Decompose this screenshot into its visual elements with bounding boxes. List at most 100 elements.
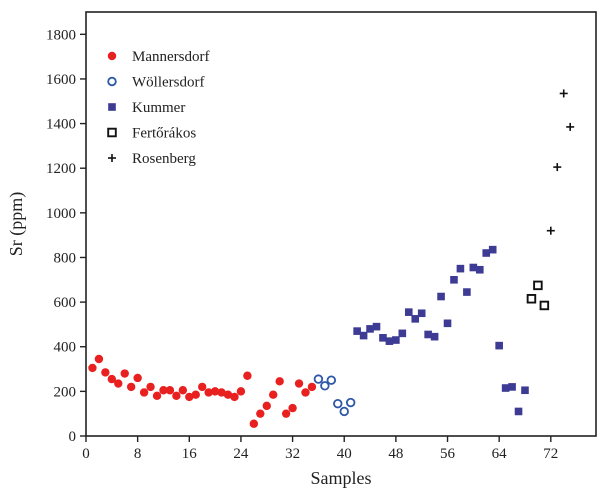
legend-marker bbox=[108, 154, 116, 162]
data-point-kummer bbox=[450, 275, 458, 284]
legend-label: Rosenberg bbox=[132, 151, 196, 167]
x-tick-label: 56 bbox=[440, 446, 456, 462]
data-point-mannersdorf bbox=[159, 386, 168, 395]
legend-label: Kummer bbox=[132, 100, 185, 116]
y-tick-label: 1200 bbox=[46, 161, 76, 177]
data-point-mannersdorf bbox=[256, 409, 265, 418]
data-point-w-llersdorf bbox=[326, 375, 337, 385]
data-point-rosenberg bbox=[559, 89, 568, 98]
data-point-mannersdorf bbox=[275, 377, 284, 386]
data-point-mannersdorf bbox=[120, 369, 129, 378]
data-point-mannersdorf bbox=[269, 390, 278, 399]
data-point-w-llersdorf bbox=[339, 406, 349, 417]
data-point-mannersdorf bbox=[139, 388, 149, 397]
data-point-kummer bbox=[385, 337, 394, 345]
data-point-mannersdorf bbox=[146, 382, 155, 392]
data-point-kummer bbox=[456, 264, 465, 273]
data-point-kummer bbox=[508, 383, 516, 391]
x-tick-label: 72 bbox=[543, 446, 558, 462]
x-tick-label: 24 bbox=[233, 446, 249, 462]
data-point-mannersdorf bbox=[133, 373, 142, 383]
data-point-w-llersdorf bbox=[333, 398, 343, 409]
data-point-mannersdorf bbox=[101, 368, 110, 377]
x-tick-label: 64 bbox=[492, 446, 508, 462]
data-point-mannersdorf bbox=[204, 388, 213, 397]
y-tick-label: 1800 bbox=[46, 27, 76, 43]
y-tick-label: 400 bbox=[54, 340, 77, 356]
legend-marker bbox=[107, 127, 117, 138]
y-tick-label: 1600 bbox=[46, 72, 76, 88]
data-point-kummer bbox=[430, 332, 439, 341]
x-axis: 0 8 16 24 32 40 48 56 64 72 bbox=[82, 436, 558, 462]
legend-item-mannersdorf: Mannersdorf bbox=[107, 49, 209, 65]
y-axis-title: Sr (ppm) bbox=[6, 192, 27, 257]
legend-item-rosenberg: Rosenberg bbox=[108, 151, 196, 167]
y-tick-label: 1400 bbox=[46, 117, 76, 133]
data-point-kummer bbox=[424, 330, 432, 339]
data-point-mannersdorf bbox=[307, 382, 317, 392]
x-tick-label: 16 bbox=[182, 446, 198, 462]
data-point-mannersdorf bbox=[262, 401, 271, 411]
data-point-w-llersdorf bbox=[313, 374, 324, 384]
data-point-mannersdorf bbox=[114, 379, 123, 388]
y-tick-label: 0 bbox=[69, 429, 77, 445]
y-tick-label: 800 bbox=[54, 250, 77, 266]
x-tick-label: 0 bbox=[82, 446, 90, 462]
data-point-kummer bbox=[392, 336, 400, 344]
data-point-fert-r-kos bbox=[526, 294, 537, 304]
data-point-fert-r-kos bbox=[533, 280, 543, 291]
y-tick-label: 1000 bbox=[46, 206, 76, 222]
data-point-kummer bbox=[482, 249, 491, 257]
data-point-rosenberg bbox=[553, 163, 562, 172]
data-point-kummer bbox=[398, 329, 407, 338]
data-point-kummer bbox=[443, 319, 452, 328]
data-point-kummer bbox=[359, 331, 368, 340]
data-point-kummer bbox=[404, 308, 413, 316]
data-point-mannersdorf bbox=[294, 379, 304, 388]
x-tick-label: 32 bbox=[285, 446, 300, 462]
data-point-kummer bbox=[353, 327, 361, 335]
legend-marker bbox=[107, 76, 117, 87]
data-point-mannersdorf bbox=[230, 392, 239, 402]
data-point-mannersdorf bbox=[178, 386, 188, 395]
data-point-kummer bbox=[463, 288, 471, 296]
data-point-mannersdorf bbox=[198, 382, 207, 392]
data-point-mannersdorf bbox=[217, 388, 226, 397]
data-point-mannersdorf bbox=[301, 388, 310, 397]
data-point-mannersdorf bbox=[126, 382, 136, 392]
legend-item-kummer: Kummer bbox=[108, 100, 185, 116]
data-point-mannersdorf bbox=[152, 391, 162, 401]
data-point-mannersdorf bbox=[243, 371, 252, 380]
legend-label: Fertőrákos bbox=[132, 126, 196, 142]
data-point-mannersdorf bbox=[94, 354, 104, 364]
x-tick-label: 40 bbox=[337, 446, 352, 462]
legend-label: Wöllersdorf bbox=[132, 75, 204, 91]
data-point-kummer bbox=[372, 322, 381, 331]
data-point-mannersdorf bbox=[210, 387, 220, 396]
data-point-mannersdorf bbox=[236, 387, 246, 396]
data-point-mannersdorf bbox=[288, 403, 297, 413]
legend-item-fert-r-kos: Fertőrákos bbox=[107, 126, 196, 142]
data-points bbox=[88, 89, 575, 428]
legend-item-w-llersdorf: Wöllersdorf bbox=[107, 75, 204, 91]
y-axis: 0 200 400 600 800 1000 1200 1400 1600 1800 bbox=[46, 27, 86, 445]
x-tick-label: 8 bbox=[134, 446, 142, 462]
data-point-kummer bbox=[501, 384, 510, 392]
legend-label: Mannersdorf bbox=[132, 49, 209, 65]
data-point-kummer bbox=[411, 315, 420, 323]
data-point-kummer bbox=[379, 334, 387, 342]
data-point-kummer bbox=[417, 309, 426, 318]
data-point-kummer bbox=[514, 407, 523, 416]
legend-marker bbox=[107, 51, 117, 61]
data-point-fert-r-kos bbox=[539, 300, 550, 311]
data-point-mannersdorf bbox=[281, 409, 291, 418]
data-point-mannersdorf bbox=[88, 363, 97, 373]
data-point-mannersdorf bbox=[191, 390, 200, 399]
data-point-mannersdorf bbox=[107, 374, 117, 384]
data-point-kummer bbox=[495, 341, 503, 350]
data-point-mannersdorf bbox=[172, 391, 181, 401]
plot-area bbox=[85, 11, 597, 437]
y-tick-label: 600 bbox=[54, 295, 77, 311]
data-point-mannersdorf bbox=[223, 390, 233, 399]
